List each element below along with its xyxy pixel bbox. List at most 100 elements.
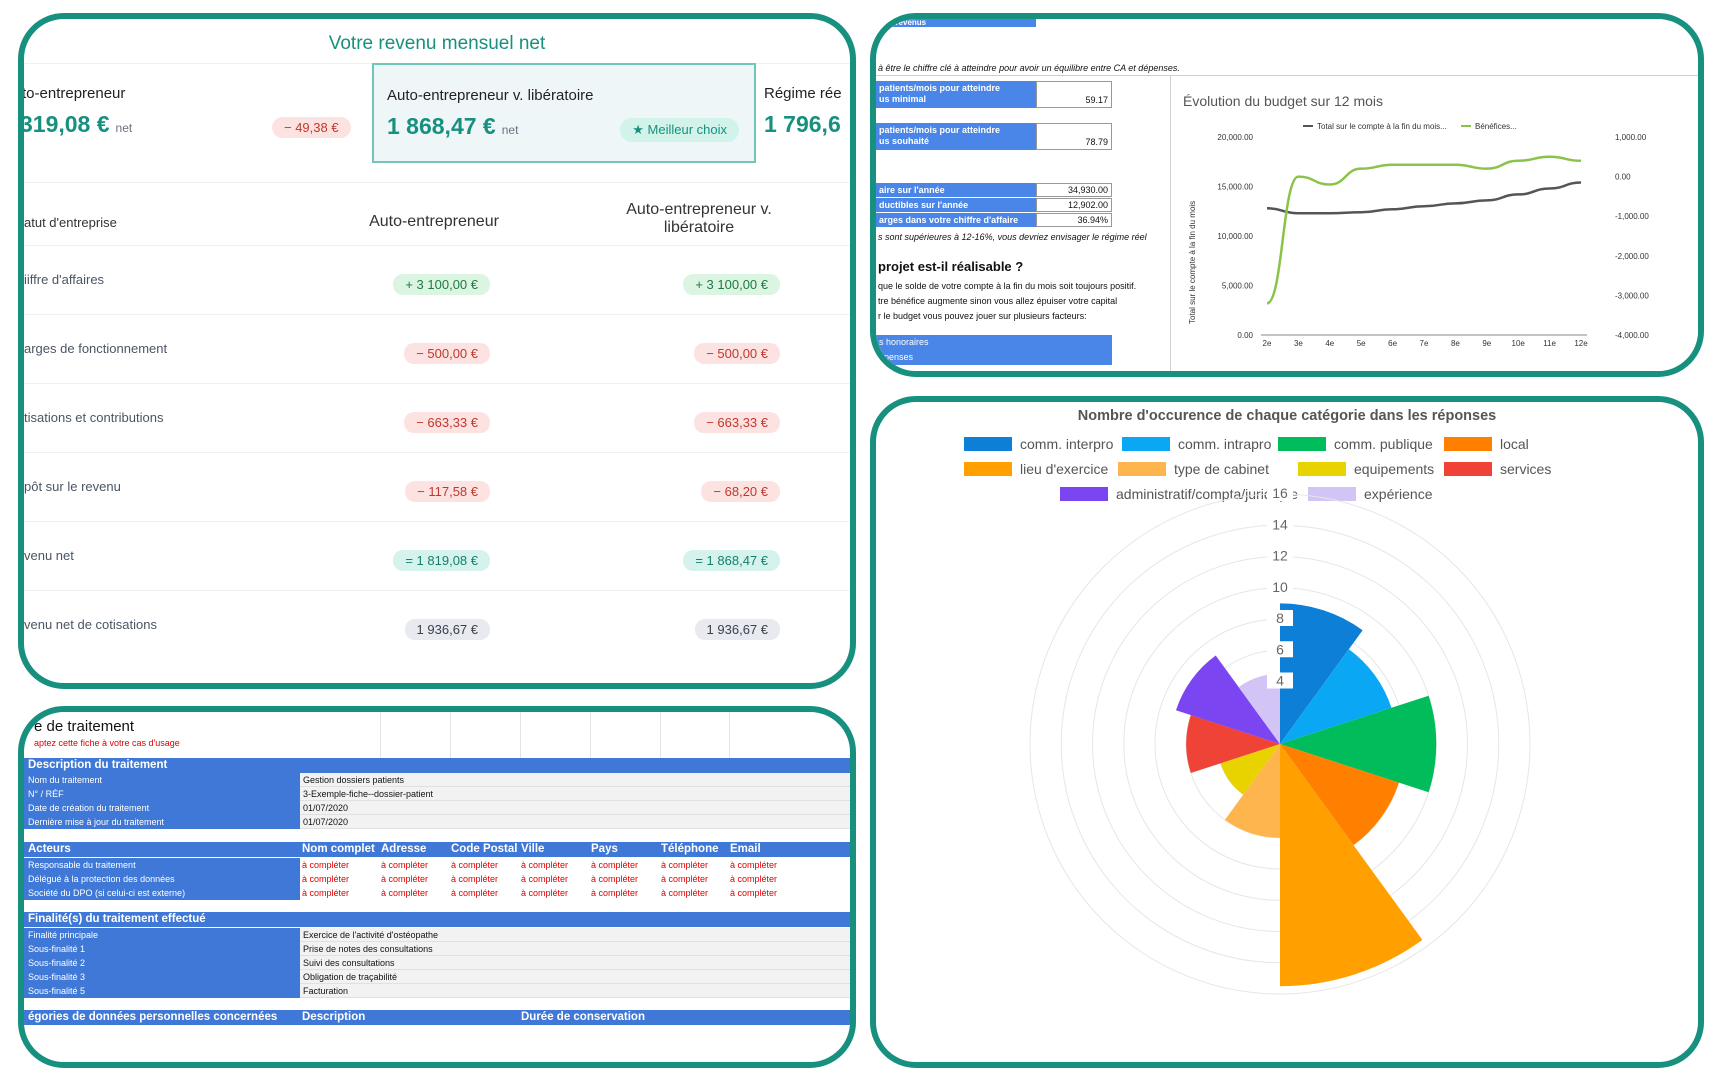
placeholder-cell[interactable]: à compléter [591,874,639,884]
actor-label: Délégué à la protection des données [24,872,300,886]
processing-register-panel: e de traitement aptez cette fiche à votr… [18,706,856,1068]
placeholder-cell[interactable]: à compléter [381,860,429,870]
legend-swatch [1060,487,1108,501]
legend-swatch [964,437,1012,451]
radial-tick-label: 6 [1276,641,1284,657]
y-tick-left: 10,000.00 [1217,232,1253,241]
stat-value-cell[interactable]: 12,902.00 [1036,198,1112,212]
value-badge: − 663,33 € [404,412,490,433]
placeholder-cell[interactable]: à compléter [451,860,499,870]
legend-item[interactable]: comm. publique [1278,436,1433,452]
card-auto-entrepreneur[interactable]: to-entrepreneur 319,08 € net − 49,38 € [24,63,364,163]
polar-segment[interactable] [1175,655,1280,744]
value-badge: 1 936,67 € [404,619,490,640]
factor-cell: épenses [876,350,1112,365]
polar-segment[interactable] [1238,673,1280,744]
placeholder-cell[interactable]: à compléter [302,874,350,884]
field-value[interactable]: Gestion dossiers patients [300,773,850,787]
polar-segment[interactable] [1280,695,1437,793]
stat-label-cell: aire sur l'année [876,183,1036,197]
value-badge: 1 936,67 € [694,619,780,640]
section-header-cell: t de revenus [876,19,1036,27]
placeholder-cell[interactable]: à compléter [730,888,778,898]
y-tick-left: 5,000.00 [1222,282,1254,291]
field-value[interactable]: Exercice de l'activité d'ostéopathe [300,928,850,942]
placeholder-cell[interactable]: à compléter [302,860,350,870]
legend-item[interactable]: administratif/compta/juridique [1060,486,1298,502]
x-tick: 5e [1357,339,1366,348]
legend-item[interactable]: local [1444,436,1529,452]
legend-swatch [1444,462,1492,476]
polar-segment[interactable] [1280,744,1423,987]
card-regime-reel[interactable]: Régime rée 1 796,6 [764,63,850,163]
field-value[interactable]: Prise de notes des consultations [300,942,850,956]
placeholder-cell[interactable]: à compléter [661,860,709,870]
placeholder-cell[interactable]: à compléter [381,888,429,898]
placeholder-cell[interactable]: à compléter [661,874,709,884]
chart-title: Nombre d'occurence de chaque catégorie d… [1077,408,1497,424]
legend-swatch [1122,437,1170,451]
polar-segment[interactable] [1186,715,1280,773]
stat-value-cell[interactable]: 36.94% [1036,213,1112,227]
description-row: N° / RÉF 3-Exemple-fiche--dossier-patient [24,787,850,801]
grid-line [660,712,661,758]
placeholder-cell[interactable]: à compléter [730,874,778,884]
min-patients-value-cell[interactable]: 59.17 [1036,81,1112,108]
y-tick-left: 15,000.00 [1217,183,1253,192]
min-patients-label-cell: patients/mois pour atteindre us minimal [876,81,1036,108]
placeholder-cell[interactable]: à compléter [521,860,569,870]
legend-swatch [1278,437,1326,451]
field-value[interactable]: Facturation [300,984,850,998]
x-tick: 2e [1263,339,1272,348]
section-header: Finalité(s) du traitement effectué [24,912,850,927]
stat-value-cell[interactable]: 34,930.00 [1036,183,1112,197]
purpose-row: Sous-finalité 1 Prise de notes des consul… [24,942,850,956]
factor-cell: s honoraires [876,335,1112,350]
budget-line-chart[interactable]: Évolution du budget sur 12 mois Total su… [1170,75,1698,371]
field-value[interactable]: Obligation de traçabilité [300,970,850,984]
field-value[interactable]: 3-Exemple-fiche--dossier-patient [300,787,850,801]
placeholder-cell[interactable]: à compléter [591,888,639,898]
series-line [1266,155,1582,305]
polar-segment[interactable] [1280,649,1392,744]
polar-segment[interactable] [1280,744,1399,846]
placeholder-cell[interactable]: à compléter [302,888,350,898]
tick-label-bg [1267,485,1293,501]
legend-label: Bénéfices... [1475,122,1517,131]
actor-row: Responsable du traitement à compléter à co… [24,858,850,872]
column-header-auto-entrepreneur: Auto-entrepreneur [369,213,499,230]
placeholder-cell[interactable]: à compléter [591,860,639,870]
value-badge: − 663,33 € [694,412,780,433]
placeholder-cell[interactable]: à compléter [521,874,569,884]
actor-label: Société du DPO (si celui-ci est externe) [24,886,300,900]
radial-tick-label: 16 [1272,485,1288,501]
placeholder-cell[interactable]: à compléter [521,888,569,898]
field-label: Dernière mise à jour du traitement [24,815,300,829]
legend-item[interactable]: services [1444,461,1551,477]
card-auto-entrepreneur-liberatoire[interactable]: Auto-entrepreneur v. libératoire 1 868,4… [372,63,756,163]
field-value[interactable]: Suivi des consultations [300,956,850,970]
placeholder-cell[interactable]: à compléter [661,888,709,898]
target-patients-value-cell[interactable]: 78.79 [1036,123,1112,150]
radial-tick-label: 12 [1272,548,1288,564]
polar-segment[interactable] [1280,603,1363,744]
legend-item[interactable]: comm. interpro [964,436,1113,452]
legend-item[interactable]: lieu d'exercice [964,461,1108,477]
polar-area-chart[interactable]: 16 14 12 10 8 6 4 [876,402,1698,1062]
legend-item[interactable]: comm. intrapro [1122,436,1271,452]
placeholder-cell[interactable]: à compléter [381,874,429,884]
placeholder-cell[interactable]: à compléter [730,860,778,870]
income-comparison-panel: Votre revenu mensuel net to-entrepreneur… [18,13,856,689]
value-badge: = 1 819,08 € [393,550,490,571]
placeholder-cell[interactable]: à compléter [451,888,499,898]
polar-segment[interactable] [1224,744,1280,838]
field-value[interactable]: 01/07/2020 [300,801,850,815]
value-badge: − 500,00 € [404,343,490,364]
legend-item[interactable]: equipements [1298,461,1434,477]
legend-item[interactable]: type de cabinet [1118,461,1269,477]
target-patients-label-cell: patients/mois pour atteindre us souhaité [876,123,1036,150]
field-value[interactable]: 01/07/2020 [300,815,850,829]
placeholder-cell[interactable]: à compléter [451,874,499,884]
polar-segment[interactable] [1220,744,1280,795]
column-header-auto-entrepreneur-liberatoire: Auto-entrepreneur v. libératoire [626,201,772,236]
